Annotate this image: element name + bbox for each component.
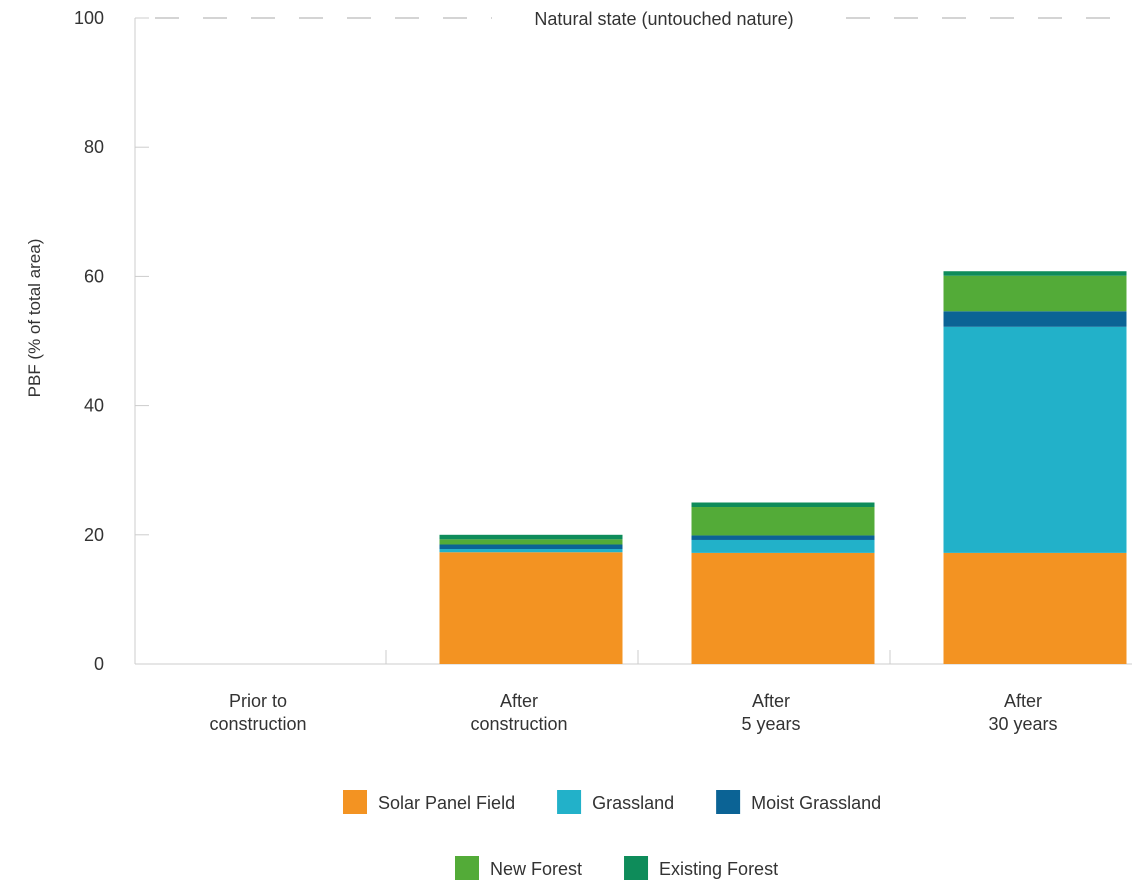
y-axis-label: PBF (% of total area) (25, 239, 44, 398)
bar-segment (439, 544, 623, 550)
legend-label: Moist Grassland (751, 793, 881, 813)
bar-segment (691, 507, 875, 536)
legend-label: Solar Panel Field (378, 793, 515, 813)
bar-segment (943, 311, 1127, 327)
bar-segment (691, 535, 875, 540)
bar-segment (439, 549, 623, 553)
legend-item: New Forest (455, 856, 582, 880)
bar-segment (691, 552, 875, 664)
legend-swatch (716, 790, 741, 814)
x-category-label: After (500, 691, 538, 711)
reference-line-label: Natural state (untouched nature) (534, 9, 793, 29)
x-category-label: 30 years (988, 714, 1057, 734)
y-tick-label: 100 (74, 8, 104, 28)
bar-segment (691, 502, 875, 508)
reference-line: Natural state (untouched nature) (155, 9, 1132, 29)
x-category-label: After (1004, 691, 1042, 711)
legend: Solar Panel Field Grassland Moist Grasslan… (343, 790, 881, 880)
bars (439, 271, 1127, 664)
y-tick-label: 80 (84, 137, 104, 157)
bar-segment (439, 552, 623, 664)
x-category-label: construction (209, 714, 306, 734)
legend-swatch (455, 856, 479, 880)
x-category-label: 5 years (741, 714, 800, 734)
x-category-label: construction (470, 714, 567, 734)
x-axis-categories: Prior to construction After construction Aft… (209, 650, 1058, 734)
bar-segment (691, 539, 875, 553)
bar-segment (439, 534, 623, 540)
y-tick-label: 20 (84, 525, 104, 545)
y-axis-ticks: 0 20 40 60 80 100 (74, 8, 149, 674)
legend-label: Existing Forest (659, 859, 778, 879)
legend-item: Moist Grassland (716, 790, 881, 814)
x-category-label: After (752, 691, 790, 711)
legend-item: Existing Forest (624, 856, 778, 880)
bar-segment (943, 271, 1127, 276)
legend-item: Solar Panel Field (343, 790, 515, 814)
y-tick-label: 40 (84, 396, 104, 416)
legend-swatch (624, 856, 649, 880)
legend-label: Grassland (592, 793, 674, 813)
bar-segment (943, 552, 1127, 664)
legend-item: Grassland (557, 790, 674, 814)
legend-label: New Forest (490, 859, 582, 879)
y-tick-label: 0 (94, 654, 104, 674)
legend-swatch (557, 790, 582, 814)
bar-segment (439, 539, 623, 545)
bar-segment (943, 326, 1127, 553)
bar-segment (943, 275, 1127, 312)
legend-swatch (343, 790, 367, 814)
y-tick-label: 60 (84, 266, 104, 286)
x-category-label: Prior to (229, 691, 287, 711)
